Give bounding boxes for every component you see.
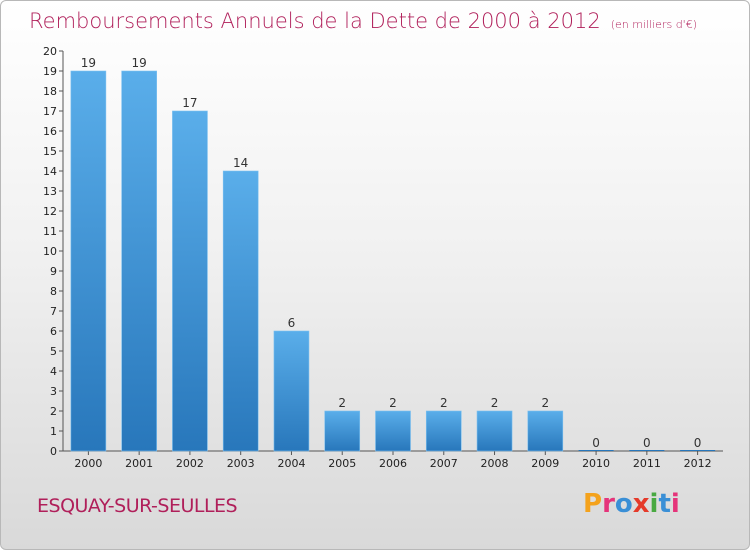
y-tick-label: 1 bbox=[50, 425, 57, 438]
bar-2000 bbox=[70, 70, 107, 452]
logo-letter: P bbox=[583, 489, 603, 519]
data-label-2010: 0 bbox=[592, 436, 600, 450]
data-label-2005: 2 bbox=[338, 396, 346, 410]
unit-label: (en milliers d'€) bbox=[610, 18, 697, 31]
data-label-2003: 14 bbox=[233, 156, 248, 170]
data-label-2004: 6 bbox=[288, 316, 296, 330]
data-label-2001: 19 bbox=[132, 56, 147, 70]
y-tick-label: 4 bbox=[50, 365, 57, 378]
logo-letter: i bbox=[670, 489, 680, 519]
x-tick-label-2011: 2011 bbox=[633, 457, 661, 470]
x-tick-label-2006: 2006 bbox=[379, 457, 407, 470]
data-label-2008: 2 bbox=[491, 396, 499, 410]
y-tick-label: 12 bbox=[43, 205, 57, 218]
y-tick-label: 18 bbox=[43, 85, 57, 98]
x-tick-label-2010: 2010 bbox=[582, 457, 610, 470]
x-tick-label-2000: 2000 bbox=[74, 457, 102, 470]
y-tick-label: 15 bbox=[43, 145, 57, 158]
x-tick-label-2012: 2012 bbox=[684, 457, 712, 470]
data-labels: 19 19 17 14 6 2 2 2 2 2 0 0 0 bbox=[81, 56, 702, 450]
data-label-2002: 17 bbox=[182, 96, 197, 110]
y-tick-label: 9 bbox=[50, 265, 57, 278]
y-tick-label: 19 bbox=[43, 65, 57, 78]
y-tick-label: 14 bbox=[43, 165, 57, 178]
y-tick-label: 3 bbox=[50, 385, 57, 398]
x-tick-label-2009: 2009 bbox=[531, 457, 559, 470]
y-tick-label: 8 bbox=[50, 285, 57, 298]
bar-2007 bbox=[425, 410, 462, 452]
bar-2001 bbox=[121, 70, 157, 452]
logo-letter: o bbox=[614, 489, 633, 519]
data-label-2007: 2 bbox=[440, 396, 448, 410]
data-label-2012: 0 bbox=[694, 436, 702, 450]
chart-title: Remboursements Annuels de la Dette de 20… bbox=[29, 9, 697, 33]
bar-2004 bbox=[273, 330, 310, 452]
x-tick-label-2003: 2003 bbox=[227, 457, 255, 470]
bar-2011 bbox=[629, 450, 665, 451]
y-tick-label: 10 bbox=[43, 245, 57, 258]
x-tick-label-2005: 2005 bbox=[328, 457, 356, 470]
bar-2002 bbox=[172, 110, 208, 452]
x-tick-label-2004: 2004 bbox=[277, 457, 305, 470]
y-tick-label: 0 bbox=[50, 445, 57, 458]
data-label-2000: 19 bbox=[81, 56, 96, 70]
y-tick-label: 6 bbox=[50, 325, 57, 338]
x-tick-label-2002: 2002 bbox=[176, 457, 204, 470]
bars bbox=[70, 70, 716, 452]
bar-2008 bbox=[476, 410, 513, 452]
bar-2010 bbox=[578, 450, 614, 451]
commune-name: ESQUAY-SUR-SEULLES bbox=[37, 495, 238, 517]
bar-2005 bbox=[324, 410, 361, 452]
y-tick-label: 7 bbox=[50, 305, 57, 318]
x-tick-label-2001: 2001 bbox=[125, 457, 153, 470]
logo-letter: x bbox=[632, 489, 650, 519]
logo-letter: r bbox=[602, 489, 615, 519]
x-tick-label-2007: 2007 bbox=[430, 457, 458, 470]
y-tick-label: 11 bbox=[43, 225, 57, 238]
title-text: Remboursements Annuels de la Dette de 20… bbox=[29, 9, 601, 33]
y-tick-label: 20 bbox=[43, 45, 57, 58]
logo-letter: t bbox=[658, 489, 671, 519]
data-label-2009: 2 bbox=[541, 396, 549, 410]
x-tick-label-2008: 2008 bbox=[481, 457, 509, 470]
bar-2003 bbox=[222, 170, 259, 452]
logo-letter: i bbox=[649, 489, 659, 519]
y-tick-label: 13 bbox=[43, 185, 57, 198]
data-label-2006: 2 bbox=[389, 396, 397, 410]
bar-2006 bbox=[375, 410, 411, 452]
y-tick-label: 2 bbox=[50, 405, 57, 418]
proxiti-logo: Proxiti bbox=[583, 489, 680, 519]
bar-2012 bbox=[680, 450, 716, 451]
data-label-2011: 0 bbox=[643, 436, 651, 450]
y-tick-label: 16 bbox=[43, 125, 57, 138]
y-tick-label: 5 bbox=[50, 345, 57, 358]
y-tick-label: 17 bbox=[43, 105, 57, 118]
bar-2009 bbox=[527, 410, 564, 452]
